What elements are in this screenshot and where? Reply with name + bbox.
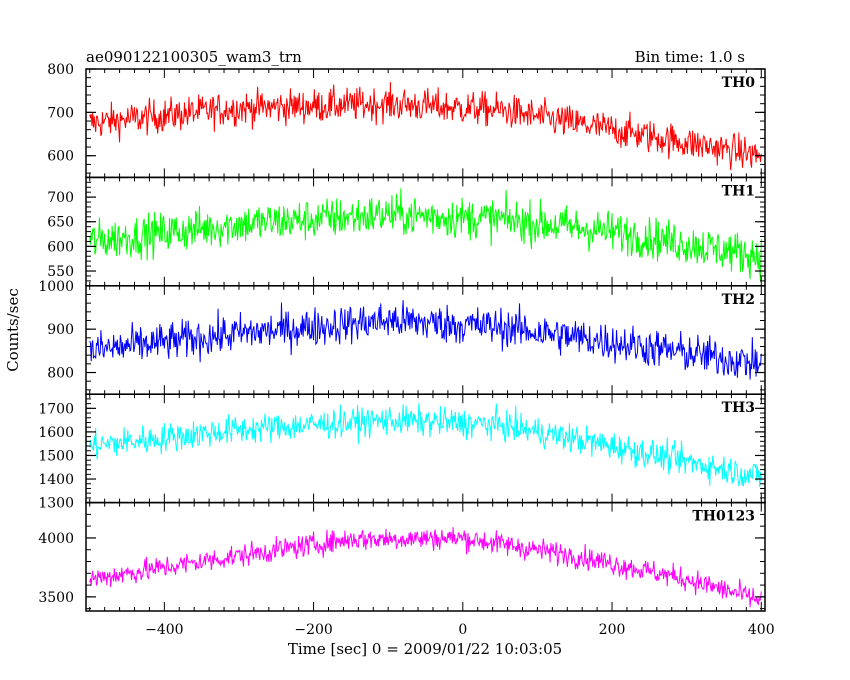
y-tick-label: 1700 (38, 401, 74, 417)
y-tick-label: 700 (47, 105, 74, 121)
y-tick-label: 1000 (38, 279, 74, 295)
y-tick-label: 600 (47, 239, 74, 255)
series-th3 (89, 403, 762, 488)
panel-th3: 1300 1400 1500 1600 1700 TH3 (38, 393, 766, 512)
y-tick-label: 900 (47, 322, 74, 338)
y-axis-label: Counts/sec (4, 288, 22, 372)
panel-th2: 800 900 1000 TH2 (38, 279, 766, 395)
y-tick-label: 800 (47, 366, 74, 382)
panel-th1: 550 600 650 700 TH1 (47, 176, 766, 287)
panel-label-th3: TH3 (722, 400, 755, 416)
x-axis: −400 −200 0 200 400 (145, 622, 775, 638)
y-tick-label: 1300 (38, 496, 74, 512)
x-tick-label: 0 (458, 622, 467, 638)
panels-group: 600 700 800 TH0 550 600 650 700 TH1 800 900 1000 TH2… (38, 62, 766, 612)
bin-time-label: Bin time: 1.0 s (635, 48, 745, 66)
panel-th0: 600 700 800 TH0 (47, 62, 766, 179)
chart-title: ae090122100305_wam3_trn (86, 48, 302, 66)
panel-th0123: 3500 4000 TH0123 (38, 501, 766, 612)
y-tick-label: 800 (47, 62, 74, 78)
panel-frame (85, 501, 766, 612)
y-tick-label: 1600 (38, 425, 74, 441)
series-th2 (89, 300, 762, 380)
panel-label-th0123: TH0123 (692, 509, 755, 525)
series-th1 (89, 188, 762, 282)
panel-label-th1: TH1 (722, 183, 755, 199)
panel-label-th0: TH0 (722, 75, 756, 91)
x-tick-label: 200 (599, 622, 626, 638)
x-axis-label: Time [sec] 0 = 2009/01/22 10:03:05 (288, 640, 562, 658)
y-tick-label: 650 (47, 215, 74, 231)
y-tick-label: 550 (47, 264, 74, 280)
y-tick-label: 1500 (38, 448, 74, 464)
y-tick-label: 600 (47, 149, 74, 165)
x-tick-label: −400 (145, 622, 183, 638)
y-tick-label: 1400 (38, 472, 74, 488)
y-tick-label: 3500 (38, 590, 74, 606)
x-tick-label: 400 (748, 622, 775, 638)
x-tick-label: −200 (294, 622, 332, 638)
y-tick-label: 4000 (38, 531, 74, 547)
series-th0123 (89, 527, 762, 608)
series-th0 (89, 82, 762, 171)
y-tick-label: 700 (47, 190, 74, 206)
panel-label-th2: TH2 (722, 292, 755, 308)
